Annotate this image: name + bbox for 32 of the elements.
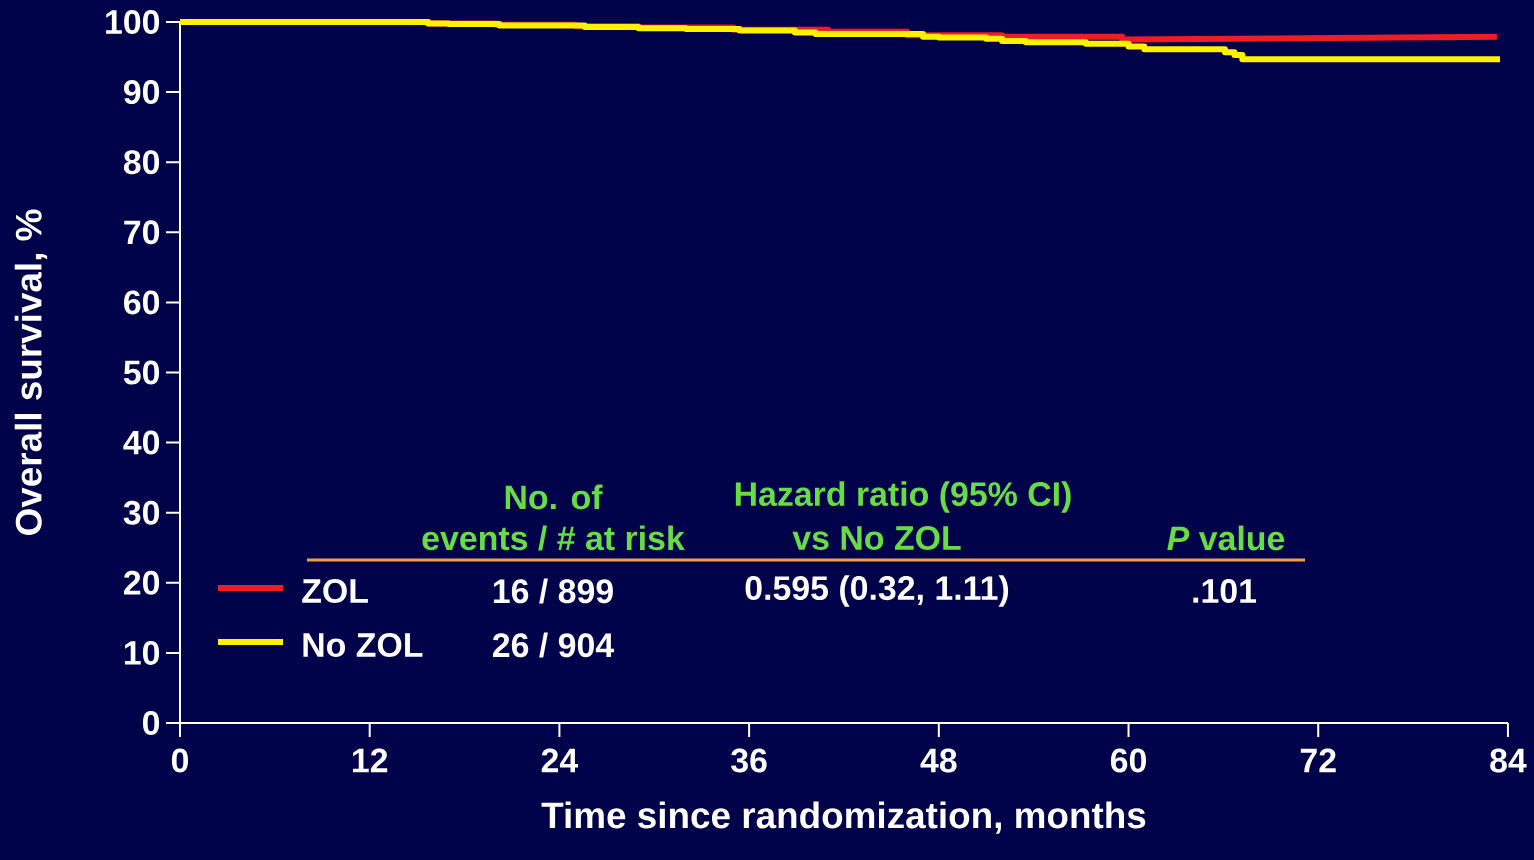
annotation: vs No ZOL — [792, 526, 961, 550]
legend-label: No ZOL — [303, 633, 423, 657]
y-tick-label: 90 — [123, 80, 160, 105]
annotation: 0.595 (0.32, 1.11) — [745, 575, 1009, 607]
y-tick-label: 10 — [124, 640, 160, 665]
annotation: events / # at risk — [422, 525, 685, 551]
annotation: 26 / 904 — [492, 632, 614, 658]
y-tick-label: 60 — [124, 290, 160, 315]
x-tick-label: 0 — [171, 748, 189, 773]
annotation: Hazard ratio (95% CI) — [735, 481, 1071, 513]
y-tick-label: 40 — [123, 430, 160, 455]
x-axis-title: Time since randomization, months — [541, 801, 1146, 834]
annotation: 16 / 899 — [493, 578, 613, 604]
x-tick-label: 72 — [1300, 748, 1336, 773]
legend-label: ZOL — [302, 579, 368, 603]
y-tick-label: 70 — [124, 220, 160, 245]
y-tick-label: 50 — [123, 360, 160, 385]
x-tick-label: 24 — [541, 748, 579, 773]
x-tick-label: 48 — [920, 748, 957, 773]
annotation: P value — [1167, 525, 1285, 551]
x-tick-label: 12 — [353, 748, 388, 773]
y-tick-label: 30 — [123, 500, 160, 525]
y-tick-label: 0 — [142, 711, 160, 735]
x-tick-label: 84 — [1490, 748, 1527, 773]
x-tick-label: 36 — [731, 748, 767, 773]
x-tick-label: 60 — [1110, 748, 1146, 773]
y-axis-title: Overall survival, % — [14, 209, 48, 535]
annotation: .101 — [1193, 579, 1257, 603]
annotation: No. of — [505, 484, 603, 510]
y-tick-label: 100 — [106, 9, 160, 34]
y-tick-label: 80 — [123, 150, 160, 175]
y-tick-label: 20 — [123, 570, 160, 595]
